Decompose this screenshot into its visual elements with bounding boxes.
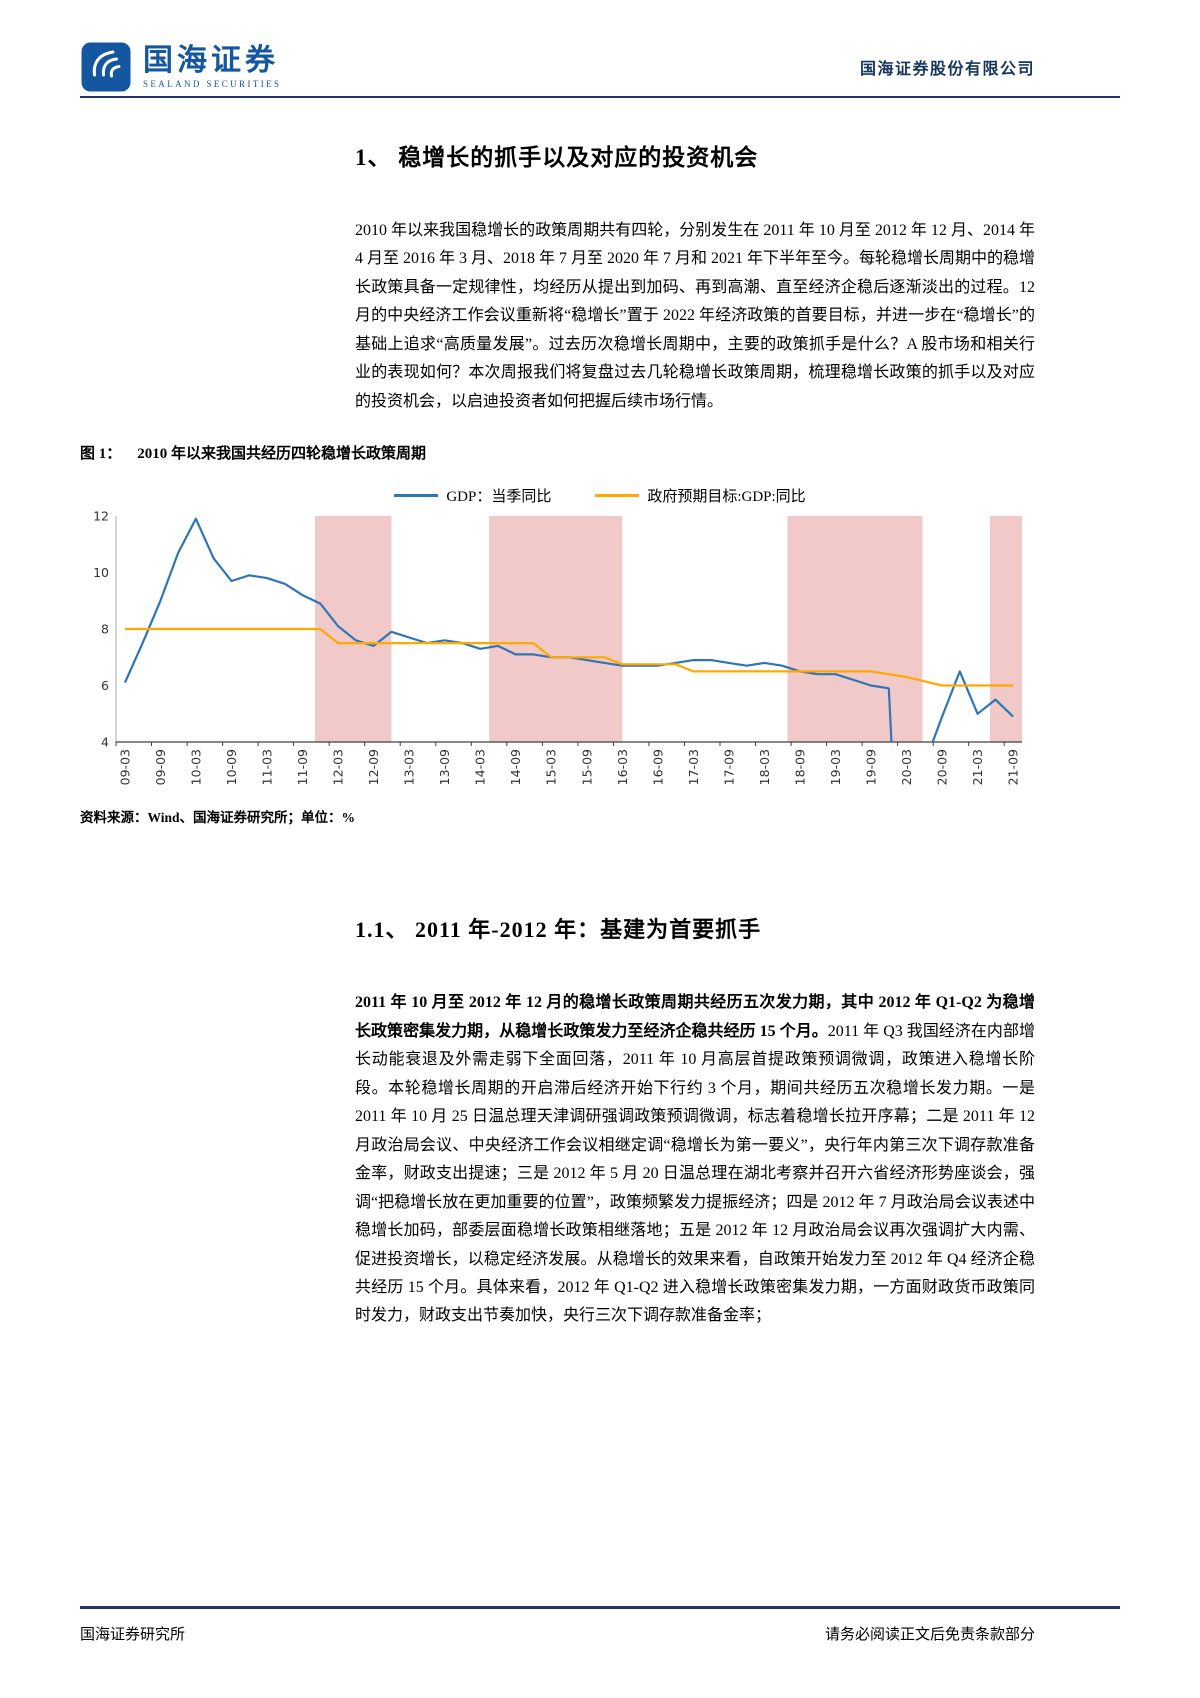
logo-text-block: 国海证券 SEALAND SECURITIES [143,45,281,89]
svg-text:11-09: 11-09 [295,749,310,785]
svg-text:18-03: 18-03 [757,749,772,785]
section-1-1-paragraph: 2011 年 10 月至 2012 年 12 月的稳增长政策周期共经历五次发力期… [355,989,1035,1331]
section-1-1-key-point: 2011 年 10 月至 2012 年 12 月的稳增长政策周期共经历五次发力期… [355,994,1035,1040]
svg-text:4: 4 [101,735,109,750]
svg-text:16-09: 16-09 [650,749,665,785]
section-1-title: 1、 稳增长的抓手以及对应的投资机会 [355,145,759,170]
figure-1-title: 2010 年以来我国共经历四轮稳增长政策周期 [137,446,427,463]
svg-text:13-03: 13-03 [402,749,417,785]
svg-text:16-03: 16-03 [615,749,630,785]
gdp-line-swatch [394,494,439,498]
svg-text:17-09: 17-09 [721,749,736,785]
logo-wave-icon [81,42,131,92]
gdp-growth-chart: 4 6 8 10 12 09-03 09-09 10-03 10-09 11-03 11-09 12-… [93,510,1022,786]
svg-text:18-09: 18-09 [792,749,807,785]
svg-text:09-09: 09-09 [153,749,168,785]
company-full-name: 国海证券股份有限公司 [859,61,1035,78]
svg-text:12-09: 12-09 [366,749,381,785]
svg-text:19-09: 19-09 [864,749,879,785]
section-1-1-title: 1.1、 2011 年-2012 年：基建为首要抓手 [355,917,762,943]
svg-text:14-09: 14-09 [508,749,523,785]
company-logo: 国海证券 SEALAND SECURITIES [80,41,281,93]
section-1-1-body: 2011 年 Q3 我国经济在内部增长动能衰退及外需走弱下全面回落，2011 年… [355,1022,1035,1325]
svg-text:12: 12 [93,510,109,524]
logo-company-name: 国海证券 [143,44,279,78]
svg-text:10-09: 10-09 [224,749,239,785]
svg-text:10-03: 10-03 [188,749,203,785]
svg-text:15-03: 15-03 [544,749,559,785]
target-line-swatch [595,494,640,498]
svg-text:09-03: 09-03 [117,749,132,785]
svg-text:21-09: 21-09 [1006,749,1021,785]
legend-item-gdp: GDP：当季同比 [394,485,551,506]
footer-disclaimer: 请务必阅读正文后免责条款部分 [824,1627,1035,1643]
svg-text:11-03: 11-03 [260,749,275,785]
page-header: 国海证券 SEALAND SECURITIES 国海证券股份有限公司 [80,0,1120,96]
footer-divider [80,1606,1120,1609]
svg-text:10: 10 [93,565,109,580]
logo-company-subtitle: SEALAND SECURITIES [143,78,282,89]
svg-text:20-09: 20-09 [935,749,950,785]
svg-text:12-03: 12-03 [331,749,346,785]
legend-target-label: 政府预期目标:GDP:同比 [647,489,806,506]
svg-text:15-09: 15-09 [579,749,594,785]
svg-text:20-03: 20-03 [899,749,914,785]
svg-text:19-03: 19-03 [828,749,843,785]
svg-text:21-03: 21-03 [970,749,985,785]
svg-text:17-03: 17-03 [686,749,701,785]
footer-institute: 国海证券研究所 [80,1627,186,1643]
legend-item-target: 政府预期目标:GDP:同比 [595,485,806,506]
svg-text:13-09: 13-09 [437,749,452,785]
figure-1-label: 图 1： [80,446,122,463]
chart-legend: GDP：当季同比 政府预期目标:GDP:同比 [80,485,1120,506]
figure-1-source: 资料来源：Wind、国海证券研究所；单位：% [80,810,356,826]
header-divider [80,96,1120,98]
figure-1: 图 1： 2010 年以来我国共经历四轮稳增长政策周期 GDP：当季同比 政府预期… [80,442,1120,826]
svg-text:6: 6 [101,678,109,693]
svg-text:14-03: 14-03 [473,749,488,785]
svg-text:8: 8 [101,622,109,637]
section-1-paragraph: 2010 年以来我国稳增长的政策周期共有四轮，分别发生在 2011 年 10 月… [355,222,1036,410]
legend-gdp-label: GDP：当季同比 [446,489,552,506]
page-footer: 国海证券研究所 请务必阅读正文后免责条款部分 [80,1606,1120,1644]
figure-1-caption: 图 1： 2010 年以来我国共经历四轮稳增长政策周期 [80,442,1120,463]
footer-row: 国海证券研究所 请务必阅读正文后免责条款部分 [80,1609,1120,1644]
